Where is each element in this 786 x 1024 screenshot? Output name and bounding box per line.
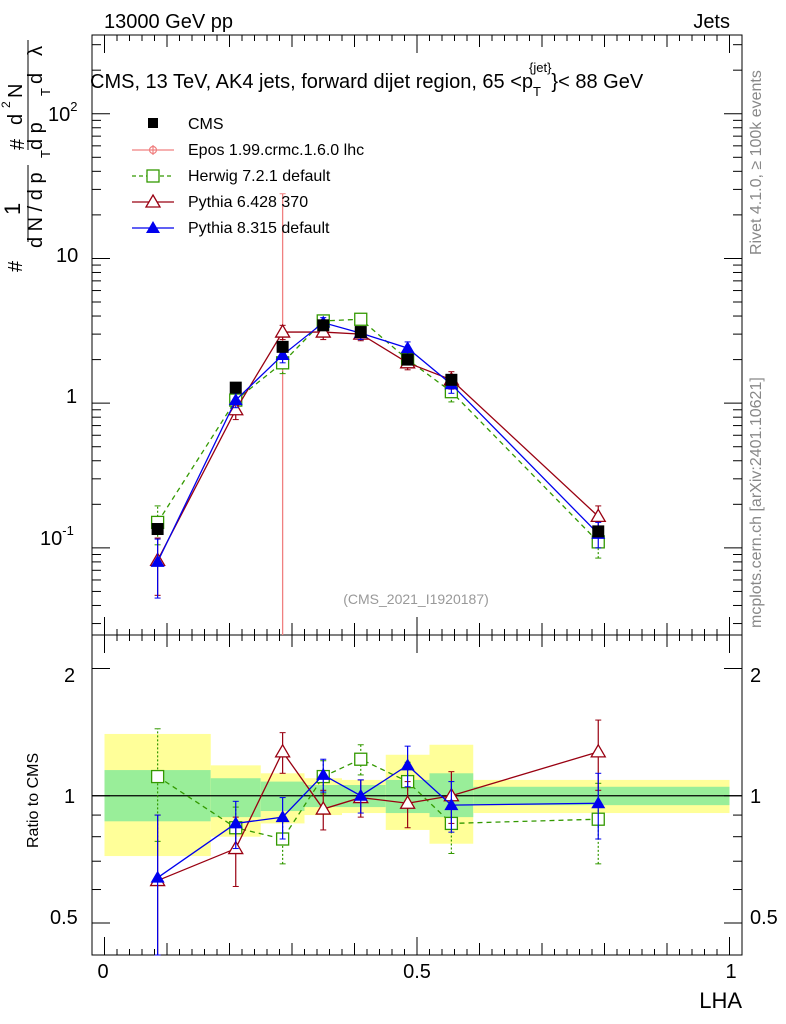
ratio-y-tick-label-05-left: 0.5 bbox=[50, 907, 78, 929]
legend-marker-herwig bbox=[146, 169, 160, 183]
marker-pythia6 bbox=[315, 800, 332, 815]
ratio-y-tick-labels: 2 1 0.5 2 1 0.5 bbox=[50, 665, 778, 929]
y-label-dlambda: d bbox=[25, 73, 47, 84]
marker-pythia8 bbox=[400, 758, 415, 771]
marker-pythia8 bbox=[400, 341, 415, 354]
y-tick-label-1: 1 bbox=[66, 386, 77, 408]
ratio-y-tick-label-2-right: 2 bbox=[750, 665, 761, 687]
y-tick-label-0p1: 10-1 bbox=[40, 523, 74, 550]
marker-pythia8 bbox=[316, 767, 331, 780]
title-sub: T bbox=[533, 84, 541, 99]
title-end: }< 88 GeV bbox=[551, 71, 643, 93]
y-label-hash2: # bbox=[7, 138, 29, 150]
main-y-label: # 1 d N / d p T # d 2 N d p T d λ bbox=[0, 40, 53, 272]
y-label-2: 2 bbox=[0, 101, 13, 108]
marker-pythia8 bbox=[228, 816, 243, 829]
series-line-pythia8 bbox=[157, 764, 599, 879]
y-label-dndpt-sub: T bbox=[38, 150, 53, 158]
y-label-dpt-sub: T bbox=[38, 88, 53, 96]
y-label-d: d bbox=[5, 114, 27, 125]
legend-marker-epos bbox=[148, 145, 158, 155]
analysis-tag: (CMS_2021_I1920187) bbox=[343, 591, 489, 607]
side-label-top: Rivet 4.1.0, ≥ 100k events bbox=[748, 70, 765, 255]
marker-cms bbox=[229, 381, 242, 394]
marker-pythia6 bbox=[590, 508, 607, 523]
ratio-y-tick-label-2-left: 2 bbox=[64, 665, 75, 687]
y-label-dpt: d p bbox=[25, 122, 47, 150]
legend-label-pythia6: Pythia 6.428 370 bbox=[188, 194, 308, 211]
title-sup: {jet} bbox=[529, 60, 552, 75]
y-label-one: 1 bbox=[0, 203, 25, 215]
marker-pythia8 bbox=[275, 810, 290, 823]
legend-marker-pythia6 bbox=[144, 193, 162, 208]
marker-pythia6 bbox=[590, 743, 607, 758]
header-left-label: 13000 GeV pp bbox=[104, 11, 233, 33]
marker-cms bbox=[354, 326, 367, 339]
main-series bbox=[149, 193, 607, 635]
marker-pythia8 bbox=[444, 798, 459, 811]
legend-label-epos: Epos 1.99.crmc.1.6.0 lhc bbox=[188, 142, 364, 159]
x-tick-label-0: 0 bbox=[97, 961, 108, 983]
y-tick-label-10: 10 bbox=[56, 245, 78, 267]
marker-pythia6 bbox=[274, 323, 291, 338]
ratio-y-label: Ratio to CMS bbox=[25, 753, 42, 848]
marker-pythia8 bbox=[591, 796, 606, 809]
marker-cms bbox=[401, 353, 414, 366]
marker-cms bbox=[592, 525, 605, 538]
y-tick-label-100: 102 bbox=[48, 99, 77, 126]
ratio-y-tick-label-1-left: 1 bbox=[64, 786, 75, 808]
series-line-pythia8 bbox=[157, 321, 599, 563]
marker-herwig bbox=[354, 312, 368, 326]
series-line-herwig bbox=[157, 758, 599, 840]
marker-cms bbox=[276, 340, 289, 353]
ratio-y-tick-label-1-right: 1 bbox=[750, 786, 761, 808]
marker-cms bbox=[151, 523, 164, 536]
marker-herwig bbox=[150, 769, 165, 784]
series-line-pythia6 bbox=[157, 750, 599, 882]
marker-pythia8 bbox=[150, 870, 165, 883]
marker-pythia6 bbox=[274, 743, 291, 758]
plot-title: CMS, 13 TeV, AK4 jets, forward dijet reg… bbox=[90, 60, 644, 99]
marker-pythia8 bbox=[353, 788, 368, 801]
legend-label-herwig: Herwig 7.2.1 default bbox=[188, 168, 331, 185]
ratio-series bbox=[149, 719, 607, 956]
marker-pythia8 bbox=[275, 348, 290, 361]
marker-pythia6 bbox=[399, 794, 416, 809]
series-line-pythia6 bbox=[157, 331, 599, 561]
marker-pythia8 bbox=[228, 393, 243, 406]
y-label-dndpt: d N / d p bbox=[25, 172, 47, 248]
marker-herwig bbox=[354, 752, 368, 766]
y-label-hash: # bbox=[5, 260, 27, 272]
axis-ticks bbox=[92, 35, 742, 955]
legend-label-cms: CMS bbox=[188, 116, 224, 133]
x-tick-label-05: 0.5 bbox=[403, 961, 431, 983]
x-axis-label: LHA bbox=[699, 988, 742, 1013]
legend-marker-pythia8 bbox=[146, 221, 160, 233]
ratio-y-tick-label-05-right: 0.5 bbox=[750, 907, 778, 929]
header-right-label: Jets bbox=[693, 11, 730, 33]
side-label-bottom: mcplots.cern.ch [arXiv:2401.10621] bbox=[748, 377, 765, 628]
x-tick-label-1: 1 bbox=[725, 961, 736, 983]
series-line-herwig bbox=[157, 318, 599, 543]
legend-label-pythia8: Pythia 8.315 default bbox=[188, 220, 330, 237]
marker-pythia8 bbox=[150, 554, 165, 567]
main-y-tick-labels: 10-1 1 10 102 bbox=[40, 99, 78, 550]
marker-cms bbox=[317, 319, 330, 332]
legend: CMS Epos 1.99.crmc.1.6.0 lhc Herwig 7.2.… bbox=[132, 116, 364, 237]
y-label-lambda: λ bbox=[25, 46, 47, 56]
x-tick-labels: 0 0.5 1 bbox=[97, 961, 736, 983]
marker-cms bbox=[445, 373, 458, 386]
legend-marker-cms bbox=[148, 118, 158, 128]
ratio-bands bbox=[92, 733, 742, 857]
y-label-n: N bbox=[5, 84, 27, 98]
